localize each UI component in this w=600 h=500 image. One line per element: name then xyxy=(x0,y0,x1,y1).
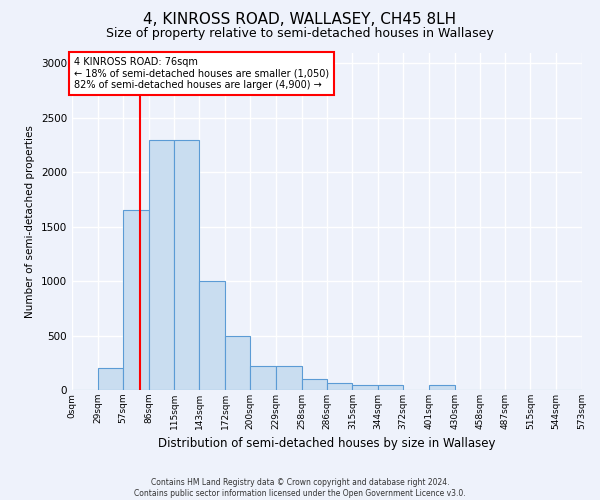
Bar xyxy=(123,210,149,390)
Text: 4, KINROSS ROAD, WALLASEY, CH45 8LH: 4, KINROSS ROAD, WALLASEY, CH45 8LH xyxy=(143,12,457,28)
Bar xyxy=(302,379,326,390)
Bar xyxy=(149,140,175,390)
Bar xyxy=(175,140,199,390)
Bar xyxy=(429,384,455,390)
X-axis label: Distribution of semi-detached houses by size in Wallasey: Distribution of semi-detached houses by … xyxy=(158,438,496,450)
Bar xyxy=(352,384,378,390)
Bar xyxy=(250,366,276,390)
Bar xyxy=(326,383,352,390)
Bar xyxy=(199,281,225,390)
Bar xyxy=(276,366,302,390)
Bar xyxy=(378,384,403,390)
Text: Size of property relative to semi-detached houses in Wallasey: Size of property relative to semi-detach… xyxy=(106,28,494,40)
Bar xyxy=(225,336,250,390)
Text: Contains HM Land Registry data © Crown copyright and database right 2024.
Contai: Contains HM Land Registry data © Crown c… xyxy=(134,478,466,498)
Y-axis label: Number of semi-detached properties: Number of semi-detached properties xyxy=(25,125,35,318)
Text: 4 KINROSS ROAD: 76sqm
← 18% of semi-detached houses are smaller (1,050)
82% of s: 4 KINROSS ROAD: 76sqm ← 18% of semi-deta… xyxy=(74,57,329,90)
Bar xyxy=(98,368,123,390)
